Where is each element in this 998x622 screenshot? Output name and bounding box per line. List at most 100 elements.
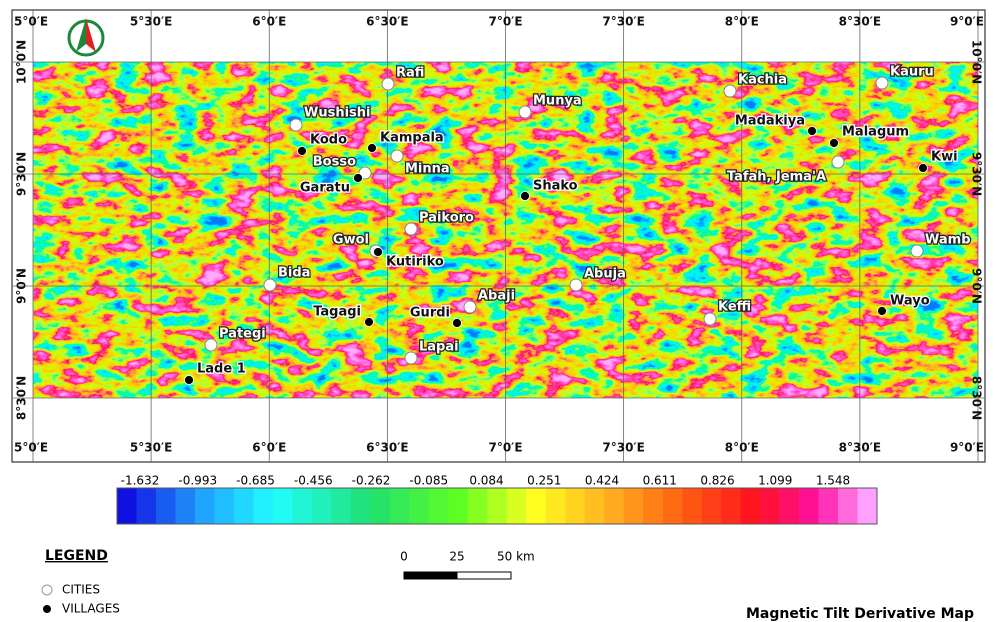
colorbar-swatch: [546, 488, 566, 524]
colorbar-label: 1.548: [816, 474, 850, 488]
longitude-label: 9°0′E: [950, 15, 984, 29]
colorbar-swatch: [819, 488, 839, 524]
city-label: Lapai: [419, 340, 459, 355]
colorbar-label: -0.085: [409, 474, 448, 488]
colorbar-label: 0.826: [700, 474, 734, 488]
colorbar-swatch: [838, 488, 858, 524]
longitude-label: 7°0′E: [488, 15, 522, 29]
colorbar-label: -1.632: [121, 474, 160, 488]
legend-village-symbol: [43, 605, 51, 613]
village-marker: [298, 147, 307, 156]
colorbar-swatch: [799, 488, 819, 524]
longitude-label: 5°30′E: [130, 441, 172, 455]
village-marker: [830, 139, 839, 148]
village-label: Malagum: [842, 125, 909, 140]
city-label: Bida: [278, 266, 310, 281]
colorbar-swatch: [214, 488, 234, 524]
colorbar-swatch: [468, 488, 488, 524]
longitude-label: 6°30′E: [366, 15, 408, 29]
city-marker: [876, 77, 888, 89]
colorbar-swatch: [390, 488, 410, 524]
village-marker: [453, 319, 462, 328]
colorbar-swatch: [117, 488, 137, 524]
colorbar-swatch: [273, 488, 293, 524]
colorbar-swatch: [136, 488, 156, 524]
city-label: Wamb: [925, 233, 971, 248]
colorbar-swatch: [741, 488, 761, 524]
scale-label: 0: [400, 550, 408, 564]
city-label: Tafah, Jema'A: [727, 170, 826, 185]
colorbar-swatch: [585, 488, 605, 524]
colorbar-swatch: [429, 488, 449, 524]
city-marker: [382, 78, 394, 90]
city-label: Bosso: [313, 155, 356, 170]
legend-title: LEGEND: [45, 548, 108, 564]
colorbar-swatch: [643, 488, 663, 524]
longitude-label: 5°30′E: [130, 15, 172, 29]
city-marker: [405, 352, 417, 364]
longitude-label: 6°0′E: [252, 15, 286, 29]
longitude-label: 7°0′E: [488, 441, 522, 455]
map-title: Magnetic Tilt Derivative Map: [746, 606, 974, 622]
latitude-label: 8°30′N: [15, 376, 29, 420]
village-label: Kampala: [380, 131, 444, 146]
legend-city-symbol: [42, 585, 52, 595]
village-marker: [808, 127, 817, 136]
city-marker: [464, 301, 476, 313]
colorbar-swatch: [604, 488, 624, 524]
latitude-label: 10°0′N: [15, 40, 29, 84]
colorbar-label: 1.099: [758, 474, 792, 488]
longitude-label: 5°0′E: [14, 441, 48, 455]
village-label: Lade 1: [197, 362, 246, 377]
colorbar-swatch: [195, 488, 215, 524]
city-label: Abaji: [478, 289, 515, 304]
colorbar-swatch: [858, 488, 878, 524]
city-label: Gwol: [333, 233, 369, 248]
village-marker: [365, 318, 374, 327]
village-label: Kodo: [310, 133, 347, 148]
colorbar-swatch: [312, 488, 332, 524]
colorbar-label: -0.262: [352, 474, 391, 488]
colorbar-swatch: [331, 488, 351, 524]
colorbar-swatch: [175, 488, 195, 524]
colorbar-swatch: [156, 488, 176, 524]
scale-segment: [404, 572, 457, 579]
village-label: Kutiriko: [386, 255, 444, 270]
colorbar-swatch: [409, 488, 429, 524]
longitude-label: 8°0′E: [725, 15, 759, 29]
colorbar-swatch: [351, 488, 371, 524]
latitude-label: 9°30′N: [15, 152, 29, 196]
city-label: Munya: [533, 94, 582, 109]
latitude-label: 9°0′N: [970, 268, 984, 304]
colorbar-swatch: [663, 488, 683, 524]
colorbar-swatch: [253, 488, 273, 524]
city-label: Paikoro: [419, 211, 474, 226]
city-marker: [290, 119, 302, 131]
village-marker: [374, 248, 383, 257]
latitude-label: 9°0′N: [15, 268, 29, 304]
city-marker: [704, 313, 716, 325]
latitude-label: 8°30′N: [970, 376, 984, 420]
village-label: Gurdi: [410, 306, 450, 321]
village-marker: [368, 144, 377, 153]
village-label: Garatu: [300, 181, 350, 196]
city-marker: [264, 279, 276, 291]
longitude-label: 8°0′E: [725, 441, 759, 455]
city-marker: [519, 106, 531, 118]
latitude-label: 9°30′N: [970, 152, 984, 196]
longitude-label: 8°30′E: [839, 441, 881, 455]
city-label: Rafi: [396, 66, 424, 81]
colorbar-swatch: [565, 488, 585, 524]
scale-label: 50 km: [497, 550, 535, 564]
longitude-label: 5°0′E: [14, 15, 48, 29]
latitude-label: 10°0′N: [970, 40, 984, 84]
colorbar-label: -0.456: [294, 474, 333, 488]
village-label: Tagagi: [313, 305, 361, 320]
village-marker: [521, 192, 530, 201]
village-marker: [354, 174, 363, 183]
colorbar-swatch: [721, 488, 741, 524]
city-marker: [205, 339, 217, 351]
city-label: Minna: [405, 162, 450, 177]
colorbar-swatch: [760, 488, 780, 524]
